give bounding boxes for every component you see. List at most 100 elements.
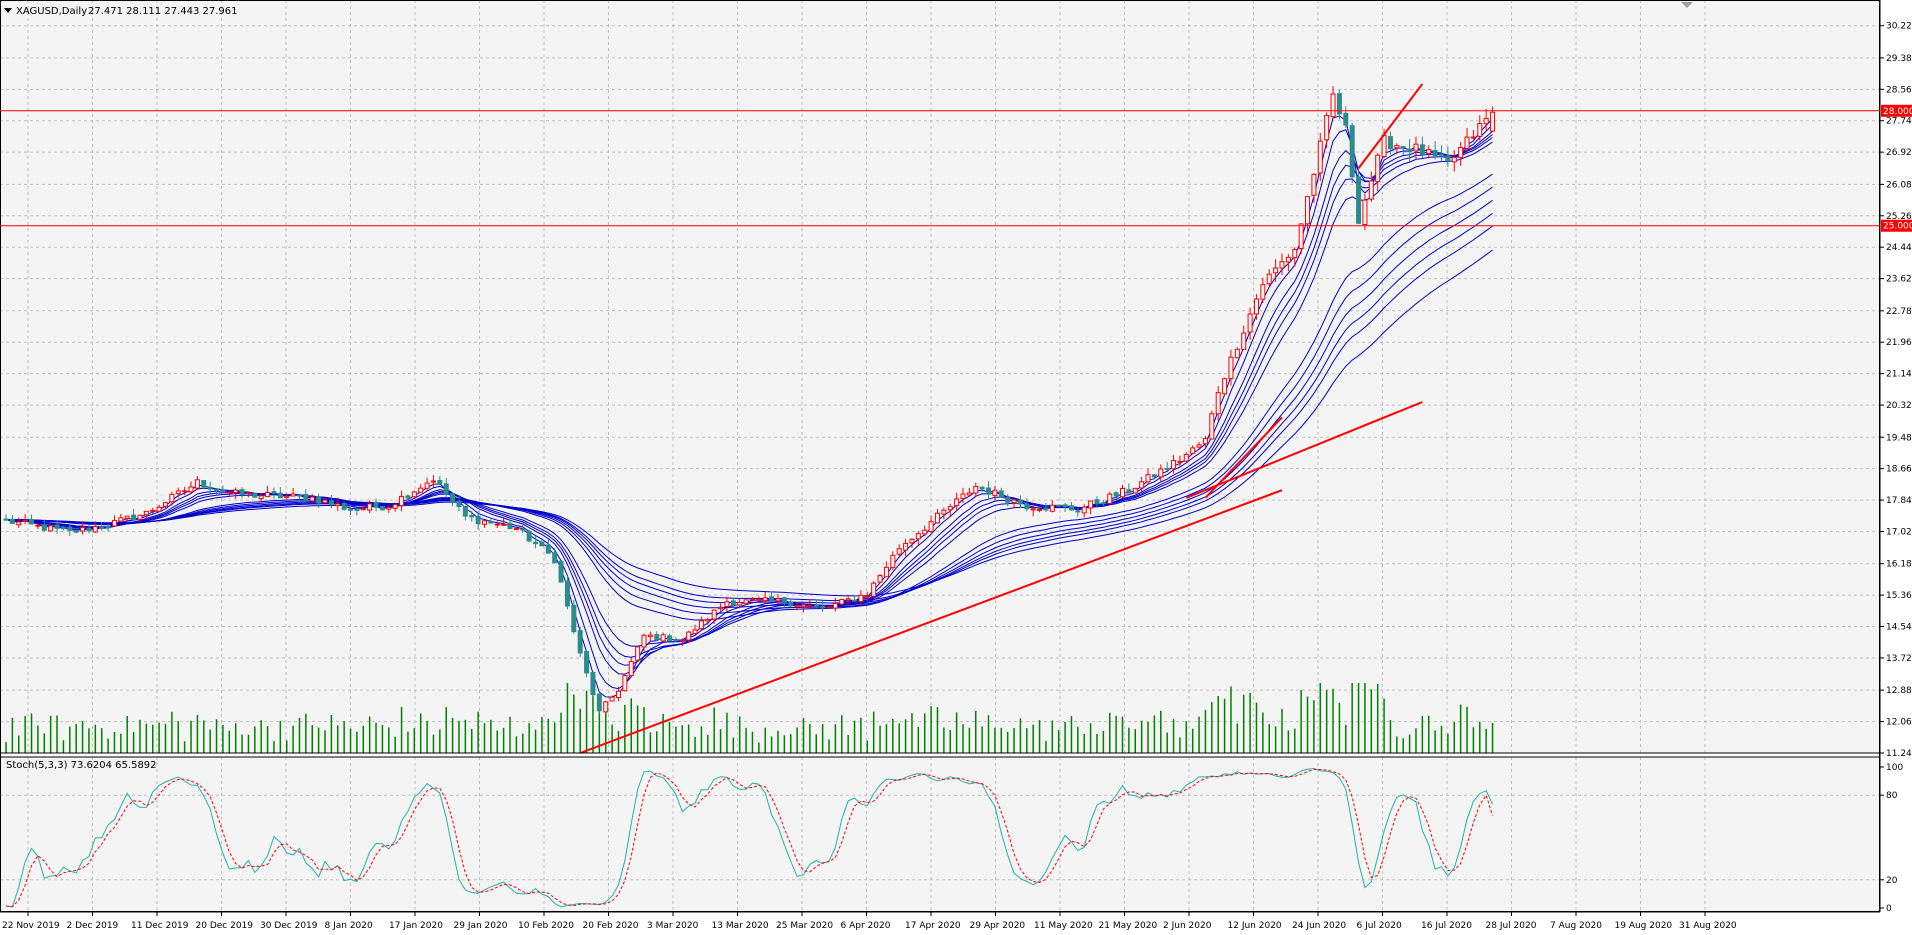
candle-body: [1387, 136, 1393, 150]
candle-body: [1005, 497, 1011, 503]
candle-body: [1343, 112, 1349, 126]
candle-body: [539, 541, 545, 547]
candle-body: [577, 630, 583, 654]
candle-body: [258, 495, 264, 500]
candle-body: [118, 517, 124, 522]
candle-body: [1356, 176, 1362, 224]
x-tick-label: 19 Aug 2020: [1615, 921, 1673, 931]
candle-body: [424, 482, 430, 489]
candle-body: [175, 490, 181, 495]
x-tick-label: 21 May 2020: [1099, 921, 1158, 931]
y-tick-label: 12.880: [1886, 686, 1912, 696]
x-tick-label: 17 Jan 2020: [389, 921, 443, 931]
candle-body: [1049, 504, 1055, 512]
candle-body: [1432, 149, 1438, 157]
candle-body: [1209, 413, 1215, 440]
candle-body: [992, 489, 998, 497]
candle-body: [1439, 153, 1444, 156]
candle-body: [941, 509, 947, 515]
candle-body: [430, 480, 436, 483]
candle-body: [832, 602, 838, 609]
candle-body: [590, 671, 596, 696]
candle-body: [443, 483, 449, 495]
candle-body: [462, 505, 468, 517]
candle-body: [1056, 504, 1062, 507]
stoch-main-line: [5, 767, 1493, 908]
candle-body: [628, 660, 634, 677]
candle-body: [737, 601, 743, 606]
candle-body: [105, 526, 111, 529]
candle-body: [1394, 145, 1400, 149]
candle-body: [341, 503, 347, 510]
candle-body: [22, 519, 28, 522]
candle-body: [552, 552, 558, 564]
candle-body: [73, 529, 79, 533]
candle-body: [1151, 474, 1157, 478]
candle-body: [934, 512, 940, 524]
candle-body: [686, 631, 692, 641]
candle-body: [877, 575, 883, 583]
candle-body: [1088, 500, 1094, 509]
candle-body: [998, 490, 1004, 498]
ma-line: [5, 212, 1493, 604]
candle-body: [1381, 134, 1387, 158]
candle-body: [609, 696, 615, 702]
candle-body: [801, 604, 806, 608]
candle-body: [1081, 506, 1087, 514]
candle-body: [533, 541, 539, 545]
candle-body: [1407, 148, 1413, 153]
candle-body: [1375, 154, 1381, 183]
candle-body: [124, 515, 130, 519]
x-tick-label: 2 Dec 2019: [67, 921, 119, 931]
candle-body: [418, 487, 424, 493]
collapse-triangle-icon[interactable]: [4, 8, 12, 13]
candle-body: [641, 634, 647, 648]
candle-body: [131, 514, 137, 521]
x-tick-label: 8 Jan 2020: [325, 921, 373, 931]
candle-body: [1043, 507, 1049, 511]
candle-body: [1305, 196, 1311, 225]
level-badge: [1881, 104, 1912, 117]
y-tick-label: 24.440: [1886, 243, 1912, 253]
candle-body: [749, 598, 755, 601]
candle-body: [35, 524, 41, 527]
x-tick-label: 22 Nov 2019: [2, 921, 60, 931]
x-tick-label: 25 Mar 2020: [776, 921, 833, 931]
x-tick-label: 6 Jul 2020: [1357, 921, 1402, 931]
x-tick-label: 16 Jul 2020: [1421, 921, 1472, 931]
candle-body: [99, 526, 105, 529]
candle-body: [1451, 156, 1457, 163]
candle-body: [520, 528, 526, 531]
candle-body: [411, 491, 417, 498]
candle-body: [1413, 143, 1419, 152]
candle-body: [1068, 505, 1074, 511]
y-tick-label: 14.540: [1886, 623, 1912, 633]
x-tick-label: 2 Jun 2020: [1163, 921, 1212, 931]
candle-body: [615, 690, 621, 699]
trendlines[interactable]: [579, 83, 1424, 754]
candle-body: [1075, 510, 1081, 513]
ohlc-values: 27.471 28.111 27.443 27.961: [88, 6, 238, 17]
candle-body: [1445, 155, 1451, 162]
candle-body: [807, 604, 813, 607]
candle-body: [667, 635, 673, 642]
y-tick-label: 30.220: [1886, 22, 1912, 32]
candle-body: [501, 523, 507, 526]
candle-body: [335, 503, 341, 507]
horizontal-levels[interactable]: 28.000 25.000: [0, 104, 1912, 232]
candle-body: [864, 595, 870, 598]
candle-body: [928, 521, 934, 533]
candle-body: [1330, 93, 1336, 118]
candle-body: [265, 491, 271, 498]
candle-body: [724, 601, 730, 607]
y-tick-label: 16.180: [1886, 560, 1912, 570]
candle-body: [169, 493, 175, 503]
candle-body: [86, 527, 92, 532]
candle-body: [373, 501, 379, 508]
y-tick-label: 27.740: [1886, 117, 1912, 127]
trendline: [579, 489, 1283, 754]
candle-body: [826, 606, 832, 609]
candle-body: [111, 519, 117, 527]
